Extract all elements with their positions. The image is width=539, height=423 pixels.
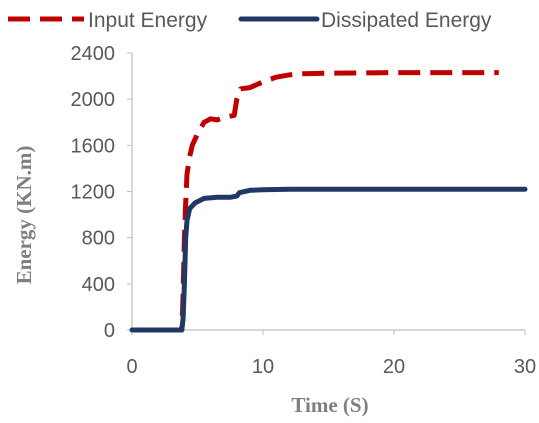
x-tick-label: 0 — [126, 356, 137, 378]
y-tick-label: 800 — [82, 228, 115, 250]
series-line-input-energy — [132, 70, 499, 333]
legend-label: Input Energy — [88, 9, 208, 32]
y-tick-label: 2400 — [71, 43, 116, 65]
axes: 0 400 800 1200 1600 2000 2400 0 10 20 30 — [71, 43, 537, 378]
y-tick-label: 2000 — [71, 89, 116, 111]
plot-area — [129, 70, 528, 333]
y-tick-label: 1600 — [71, 135, 116, 157]
x-tick-label: 20 — [383, 356, 405, 378]
x-axis-title: Time (S) — [291, 393, 368, 417]
y-axis-title: Energy (KN.m) — [12, 146, 36, 285]
series-line-dissipated-energy — [129, 186, 528, 333]
y-tick-label: 400 — [82, 274, 115, 296]
y-tick-label: 0 — [104, 320, 115, 342]
x-tick-label: 10 — [252, 356, 274, 378]
legend-label: Dissipated Energy — [321, 9, 492, 32]
y-tick-label: 1200 — [71, 182, 116, 204]
x-tick-label: 30 — [514, 356, 536, 378]
legend: Input Energy Dissipated Energy — [8, 9, 492, 32]
